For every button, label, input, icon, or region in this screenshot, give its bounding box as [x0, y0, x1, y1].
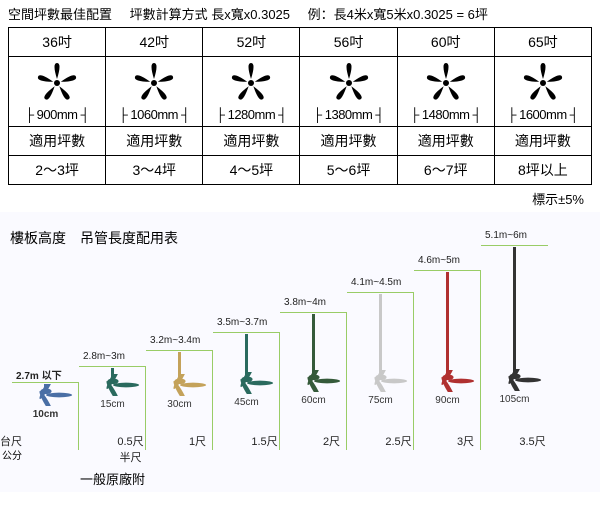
- cm-label: 60cm: [286, 395, 342, 406]
- fan-icon-cell: ├ 1600mm ┤: [494, 57, 591, 127]
- span-label: ├ 900mm ┤: [9, 107, 105, 122]
- apply-label-cell: 適用坪數: [9, 127, 106, 156]
- span-label: ├ 1480mm ┤: [398, 107, 494, 122]
- cm-label: 30cm: [152, 399, 208, 410]
- axis-chi-lead: 台尺: [0, 433, 30, 465]
- size-cell: 52吋: [203, 28, 300, 57]
- header-example: 例：長4米x寬5米x0.3025 = 6坪: [308, 7, 488, 22]
- step-range-label: 3.2m~3.4m: [150, 335, 200, 346]
- ceiling-fan-icon: [85, 374, 141, 396]
- span-label: ├ 1600mm ┤: [495, 107, 591, 122]
- size-cell: 65吋: [494, 28, 591, 57]
- cm-label: 105cm: [487, 394, 543, 405]
- tolerance-label: 標示±5%: [8, 189, 592, 208]
- fan-unit: 45cm: [219, 334, 275, 394]
- size-cell: 56吋: [300, 28, 397, 57]
- fan-unit: 15cm: [85, 368, 141, 396]
- apply-label-cell: 適用坪數: [300, 127, 397, 156]
- step-range-label: 2.8m~3m: [83, 351, 125, 362]
- chi-cell: [30, 433, 97, 465]
- step-range-label: 4.1m~4.5m: [351, 277, 401, 288]
- fan-unit: 105cm: [487, 247, 543, 391]
- range-cell: 6～7坪: [397, 156, 494, 185]
- chi-cell: 3尺: [432, 433, 499, 465]
- span-label: ├ 1060mm ┤: [106, 107, 202, 122]
- fan-rod: [312, 314, 315, 376]
- chi-cell: 1.5尺: [231, 433, 298, 465]
- fan-unit: 60cm: [286, 314, 342, 392]
- fan-icon-cell: ├ 1280mm ┤: [203, 57, 300, 127]
- chi-cell: 2.5尺: [365, 433, 432, 465]
- chi-cell: 1尺: [164, 433, 231, 465]
- fan-unit: 30cm: [152, 352, 208, 396]
- fan-icon: [9, 61, 105, 105]
- ceiling-fan-icon: [18, 384, 74, 406]
- ceiling-fan-icon: [286, 370, 342, 392]
- size-table: 36吋42吋52吋56吋60吋65吋 ├ 900mm ┤ ├ 1060mm ┤ …: [8, 27, 592, 185]
- fan-rod: [446, 272, 449, 376]
- fan-icon: [203, 61, 299, 105]
- ceiling-fan-icon: [487, 369, 543, 391]
- ceiling-fan-icon: [152, 374, 208, 396]
- header-title: 空間坪數最佳配置: [8, 7, 112, 22]
- header-formula: 坪數計算方式 長x寬x0.3025: [130, 7, 290, 22]
- fan-icon-cell: ├ 900mm ┤: [9, 57, 106, 127]
- range-cell: 3～4坪: [106, 156, 203, 185]
- cm-label: 15cm: [85, 399, 141, 410]
- span-label: ├ 1380mm ┤: [300, 107, 396, 122]
- apply-label-cell: 適用坪數: [106, 127, 203, 156]
- ceiling-fan-icon: [353, 370, 409, 392]
- span-label: ├ 1280mm ┤: [203, 107, 299, 122]
- cm-label: 90cm: [420, 395, 476, 406]
- ceiling-fan-icon: [420, 370, 476, 392]
- step-range-label: 5.1m~6m: [485, 230, 527, 241]
- ceiling-fan-icon: [219, 372, 275, 394]
- range-cell: 2～3坪: [9, 156, 106, 185]
- height-chart: 樓板高度 吊管長度配用表 公分 2.7m 以下 10cm 2.8m~3m 15c…: [0, 212, 600, 492]
- cm-label: 10cm: [18, 409, 74, 420]
- apply-label-cell: 適用坪數: [494, 127, 591, 156]
- fan-icon: [495, 61, 591, 105]
- size-cell: 60吋: [397, 28, 494, 57]
- fan-icon-cell: ├ 1060mm ┤: [106, 57, 203, 127]
- fan-rod: [513, 247, 516, 375]
- chart-footnote: 一般原廠附: [80, 469, 600, 488]
- step-range-label: 2.7m 以下: [16, 367, 62, 382]
- step-range-label: 3.5m~3.7m: [217, 317, 267, 328]
- fan-icon-cell: ├ 1380mm ┤: [300, 57, 397, 127]
- size-cell: 36吋: [9, 28, 106, 57]
- range-cell: 4～5坪: [203, 156, 300, 185]
- size-cell: 42吋: [106, 28, 203, 57]
- fan-unit: 90cm: [420, 272, 476, 392]
- fan-unit: 10cm: [18, 384, 74, 406]
- cm-label: 45cm: [219, 397, 275, 408]
- cm-label: 75cm: [353, 395, 409, 406]
- chi-cell: 2尺: [298, 433, 365, 465]
- chi-cell: 0.5尺 半尺: [97, 433, 164, 465]
- fan-rod: [379, 294, 382, 376]
- chi-cell: 3.5尺: [499, 433, 566, 465]
- fan-unit: 75cm: [353, 294, 409, 392]
- fan-icon: [398, 61, 494, 105]
- step-range-label: 3.8m~4m: [284, 297, 326, 308]
- range-cell: 5～6坪: [300, 156, 397, 185]
- apply-label-cell: 適用坪數: [397, 127, 494, 156]
- header-line: 空間坪數最佳配置 坪數計算方式 長x寬x0.3025 例：長4米x寬5米x0.3…: [8, 4, 592, 23]
- range-cell: 8坪以上: [494, 156, 591, 185]
- apply-label-cell: 適用坪數: [203, 127, 300, 156]
- fan-icon: [300, 61, 396, 105]
- step-range-label: 4.6m~5m: [418, 255, 460, 266]
- fan-icon: [106, 61, 202, 105]
- fan-icon-cell: ├ 1480mm ┤: [397, 57, 494, 127]
